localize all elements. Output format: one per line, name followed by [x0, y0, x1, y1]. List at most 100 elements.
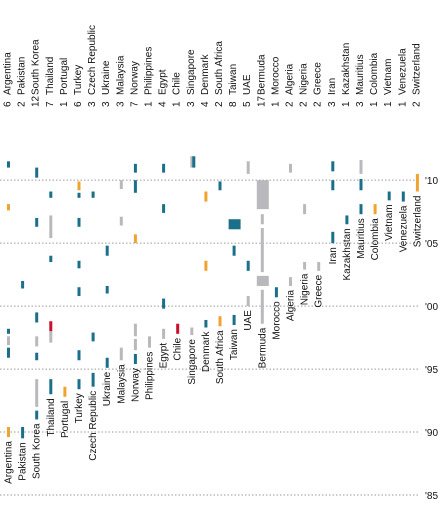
country-label-top: Taiwan: [228, 64, 239, 95]
event-bar-turkey: [77, 287, 81, 297]
country-label-top: Colombia: [369, 52, 380, 95]
event-bar-egypt: [162, 298, 166, 309]
country-count-label: 4: [200, 101, 211, 107]
event-bar-thailand: [49, 321, 53, 332]
country-label-bottom: Norway: [130, 368, 141, 402]
event-bar-uae: [246, 161, 250, 174]
event-bar-algeria: [289, 277, 292, 286]
event-bar-south-korea: [35, 167, 39, 178]
event-bar-egypt: [162, 328, 166, 339]
event-bar-czech-republic: [91, 332, 95, 342]
event-bar-norway: [133, 353, 137, 365]
event-bar-bermuda: [260, 228, 264, 273]
country-label-top: Greece: [313, 62, 324, 95]
country-count-label: 3: [101, 101, 112, 107]
country-count-label: 7: [45, 101, 56, 107]
event-bar-south-korea: [35, 312, 39, 323]
country-label-top: Denmark: [200, 53, 211, 95]
country-count-label: 2: [214, 101, 225, 107]
country-label-bottom: Morocco: [271, 301, 282, 340]
country-label-bottom: South Africa: [215, 330, 226, 384]
event-bar-czech-republic: [91, 191, 95, 198]
event-bar-chile: [176, 323, 180, 334]
country-label-top: Venezuela: [397, 48, 408, 95]
event-bar-kazakhstan: [345, 215, 349, 225]
country-label-top: Nigeria: [299, 63, 310, 95]
event-bar-bermuda: [260, 289, 264, 324]
country-count-label: 1: [144, 101, 155, 107]
country-label-top: Morocco: [270, 56, 281, 95]
country-label-bottom: Colombia: [370, 218, 381, 261]
country-label-top: UAE: [242, 74, 253, 95]
country-label-top: Kazakhstan: [341, 43, 352, 95]
country-count-label: 1: [397, 101, 408, 107]
grid-layer: [0, 179, 420, 496]
event-bar-iran: [331, 231, 335, 244]
event-bar-turkey: [77, 260, 81, 269]
country-count-label: 8: [228, 101, 239, 107]
label-layer: '10'05'00'95'90'856Argentina2Pakistan12S…: [3, 25, 439, 502]
event-bar-norway: [133, 234, 137, 244]
event-bar-singapore: [192, 156, 196, 168]
event-bar-egypt: [162, 163, 166, 173]
country-label-bottom: Algeria: [286, 290, 297, 322]
country-count-label: 7: [129, 101, 140, 107]
event-bar-nigeria: [303, 204, 307, 215]
event-bar-ukraine: [105, 357, 109, 368]
event-bar-norway: [133, 323, 137, 337]
event-bar-uae: [246, 296, 250, 307]
year-tick-label: '00: [425, 302, 438, 313]
country-label-bottom: Denmark: [201, 331, 212, 373]
event-bar-south-korea: [35, 379, 39, 407]
country-label-bottom: South Korea: [32, 423, 43, 479]
event-bar-argentina: [7, 161, 10, 168]
event-bar-bermuda: [256, 180, 269, 210]
country-count-label: 2: [285, 101, 296, 107]
year-tick-label: '85: [425, 491, 438, 502]
event-bar-algeria: [289, 163, 292, 173]
event-bar-philippines: [148, 336, 151, 348]
country-count-label: 4: [158, 101, 169, 107]
event-bar-greece: [317, 262, 321, 271]
event-bar-iran: [331, 180, 335, 191]
event-bar-south-korea: [35, 352, 39, 361]
event-bar-singapore: [190, 156, 194, 168]
country-count-label: 6: [3, 101, 14, 107]
country-count-label: 1: [341, 101, 352, 107]
event-bar-turkey: [77, 192, 81, 198]
country-label-bottom: Nigeria: [300, 273, 311, 305]
country-label-top: Iran: [327, 78, 338, 95]
event-bar-switzerland: [415, 173, 419, 192]
event-bar-thailand: [49, 215, 53, 239]
event-bar-norway: [133, 180, 137, 193]
event-bar-thailand: [49, 191, 53, 198]
country-label-bottom: Vietnam: [384, 204, 395, 241]
year-tick-label: '05: [425, 239, 438, 250]
event-bar-colombia: [373, 204, 377, 215]
country-label-bottom: Switzerland: [412, 196, 423, 248]
country-label-bottom: Philippines: [145, 352, 156, 400]
country-count-label: 5: [242, 101, 253, 107]
country-label-bottom: Argentina: [4, 441, 15, 484]
country-label-top: Argentina: [3, 52, 14, 95]
event-bar-layer: [7, 156, 419, 439]
country-label-top: Czech Republic: [87, 25, 98, 95]
country-label-top: Turkey: [73, 65, 84, 95]
country-label-top: Algeria: [285, 63, 296, 95]
country-label-top: Ukraine: [101, 60, 112, 95]
country-label-top: South Korea: [31, 39, 42, 95]
year-tick-label: '95: [425, 365, 438, 376]
event-bar-denmark: [204, 260, 208, 271]
event-bar-taiwan: [228, 219, 241, 230]
event-bar-argentina: [7, 204, 10, 211]
country-count-label: 3: [115, 101, 126, 107]
event-bar-south-africa: [218, 181, 222, 191]
country-label-bottom: Singapore: [187, 339, 198, 385]
country-count-label: 1: [369, 101, 380, 107]
event-bar-turkey: [77, 217, 81, 227]
country-count-label: 2: [299, 101, 310, 107]
event-bar-vietnam: [387, 191, 391, 201]
country-label-top: Portugal: [59, 58, 70, 95]
event-bar-iran: [331, 161, 335, 172]
